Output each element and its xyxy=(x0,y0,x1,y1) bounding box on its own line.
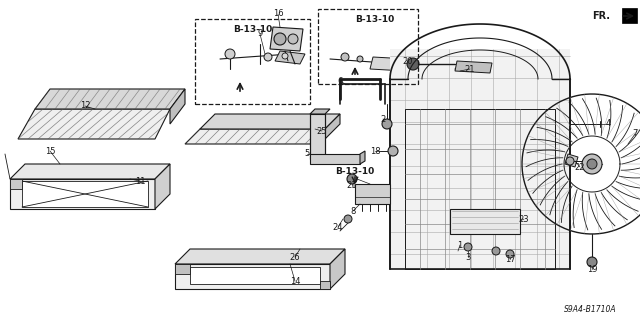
Text: 11: 11 xyxy=(135,176,145,186)
Circle shape xyxy=(582,154,602,174)
Polygon shape xyxy=(10,164,170,179)
Circle shape xyxy=(357,56,363,62)
Circle shape xyxy=(464,243,472,251)
Polygon shape xyxy=(35,89,185,109)
Circle shape xyxy=(282,53,288,59)
Polygon shape xyxy=(360,151,365,164)
Text: 15: 15 xyxy=(45,146,55,155)
Circle shape xyxy=(341,53,349,61)
Circle shape xyxy=(566,157,574,165)
Text: 25: 25 xyxy=(317,127,327,136)
Circle shape xyxy=(347,174,357,184)
Circle shape xyxy=(506,250,514,258)
Text: B-13-10: B-13-10 xyxy=(355,14,395,24)
Polygon shape xyxy=(275,51,305,64)
Circle shape xyxy=(274,33,286,45)
Polygon shape xyxy=(370,57,408,71)
Polygon shape xyxy=(170,89,185,124)
Text: 12: 12 xyxy=(80,101,90,110)
Polygon shape xyxy=(310,114,325,159)
Polygon shape xyxy=(355,184,390,204)
Polygon shape xyxy=(175,264,190,274)
Text: 26: 26 xyxy=(290,253,300,262)
Text: 21: 21 xyxy=(465,64,476,73)
Circle shape xyxy=(587,257,597,267)
Text: B-13-10: B-13-10 xyxy=(234,25,273,33)
Polygon shape xyxy=(310,109,330,114)
Circle shape xyxy=(344,215,352,223)
Text: 22: 22 xyxy=(575,162,585,172)
Text: 5: 5 xyxy=(305,150,310,159)
Circle shape xyxy=(587,159,597,169)
Circle shape xyxy=(382,119,392,129)
Text: 24: 24 xyxy=(333,222,343,232)
Text: 21: 21 xyxy=(347,182,357,190)
Circle shape xyxy=(264,53,272,61)
Circle shape xyxy=(288,34,298,44)
Polygon shape xyxy=(565,154,578,167)
Polygon shape xyxy=(10,179,155,209)
Text: FR.: FR. xyxy=(592,11,610,21)
Text: 7: 7 xyxy=(632,130,637,138)
Text: 3: 3 xyxy=(465,253,470,262)
Text: 20: 20 xyxy=(403,56,413,65)
Text: 23: 23 xyxy=(518,214,529,224)
Polygon shape xyxy=(175,249,345,264)
Circle shape xyxy=(492,247,500,255)
Polygon shape xyxy=(10,179,22,189)
Polygon shape xyxy=(155,164,170,209)
Polygon shape xyxy=(22,181,148,207)
Text: S9A4-B1710A: S9A4-B1710A xyxy=(564,305,616,314)
Polygon shape xyxy=(270,27,303,51)
Text: 6: 6 xyxy=(337,77,342,85)
Polygon shape xyxy=(200,114,340,129)
Text: B-13-10: B-13-10 xyxy=(335,167,374,175)
Polygon shape xyxy=(310,154,360,164)
Polygon shape xyxy=(325,114,340,139)
Polygon shape xyxy=(330,249,345,289)
Polygon shape xyxy=(455,61,492,73)
Circle shape xyxy=(388,146,398,156)
Polygon shape xyxy=(18,109,170,139)
Polygon shape xyxy=(390,49,570,269)
Text: 2: 2 xyxy=(380,115,386,123)
Polygon shape xyxy=(185,129,325,144)
Polygon shape xyxy=(622,8,637,23)
Text: 19: 19 xyxy=(587,264,597,273)
Text: 8: 8 xyxy=(350,206,356,216)
Bar xyxy=(195,19,310,104)
Polygon shape xyxy=(320,281,330,289)
Text: 18: 18 xyxy=(370,146,380,155)
Text: 9: 9 xyxy=(257,29,262,39)
Bar xyxy=(318,9,418,84)
Text: 14: 14 xyxy=(290,277,300,286)
Polygon shape xyxy=(450,209,520,234)
Text: 4: 4 xyxy=(605,120,611,129)
Polygon shape xyxy=(175,264,330,289)
Polygon shape xyxy=(190,267,320,284)
Text: 17: 17 xyxy=(505,255,515,263)
Text: 16: 16 xyxy=(273,10,284,19)
Circle shape xyxy=(407,58,419,70)
Text: 1: 1 xyxy=(458,241,463,249)
Circle shape xyxy=(225,49,235,59)
